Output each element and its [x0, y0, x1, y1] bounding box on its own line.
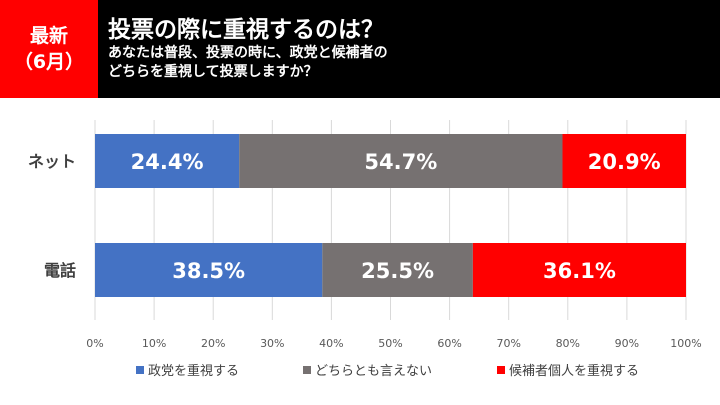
- bar-segment: [239, 134, 563, 188]
- chart-title: 投票の際に重視するのは？: [108, 17, 384, 43]
- category-label: ネット: [28, 152, 76, 171]
- category-label: 電話: [44, 261, 76, 280]
- data-label: 38.5%: [172, 259, 245, 283]
- x-tick-label: 10%: [142, 337, 166, 350]
- chart-subtitle: あなたは普段、投票の時に、政党と候補者のどちらを重視して投票しますか？: [108, 45, 388, 80]
- legend-label: 政党を重視する: [148, 363, 239, 379]
- data-label: 36.1%: [543, 259, 616, 283]
- data-label: 25.5%: [361, 259, 434, 283]
- x-tick-label: 60%: [437, 337, 461, 350]
- bar-segment: [95, 134, 240, 188]
- latest-badge: 最新 （6月）: [0, 0, 98, 98]
- data-label: 20.9%: [588, 150, 661, 174]
- legend-swatch: [136, 366, 144, 374]
- data-label: 24.4%: [131, 150, 204, 174]
- x-tick-label: 40%: [319, 337, 343, 350]
- bar-segment: [472, 243, 686, 297]
- legend-swatch: [303, 366, 311, 374]
- x-tick-label: 100%: [670, 337, 701, 350]
- x-tick-label: 20%: [201, 337, 225, 350]
- x-tick-label: 0%: [86, 337, 103, 350]
- bar-segment: [95, 243, 323, 297]
- bar-segment: [562, 134, 686, 188]
- bar-segment: [322, 243, 473, 297]
- x-tick-label: 50%: [378, 337, 402, 350]
- x-tick-label: 80%: [556, 337, 580, 350]
- data-label: 54.7%: [364, 150, 437, 174]
- legend-label: どちらとも言えない: [315, 364, 432, 379]
- legend-label: 候補者個人を重視する: [509, 363, 639, 379]
- legend-swatch: [497, 366, 505, 374]
- x-tick-label: 30%: [260, 337, 284, 350]
- x-tick-label: 70%: [496, 337, 520, 350]
- badge-line2: （6月）: [13, 51, 85, 73]
- badge-line1: 最新: [29, 25, 68, 47]
- x-tick-label: 90%: [615, 337, 639, 350]
- header-bar: [0, 0, 720, 98]
